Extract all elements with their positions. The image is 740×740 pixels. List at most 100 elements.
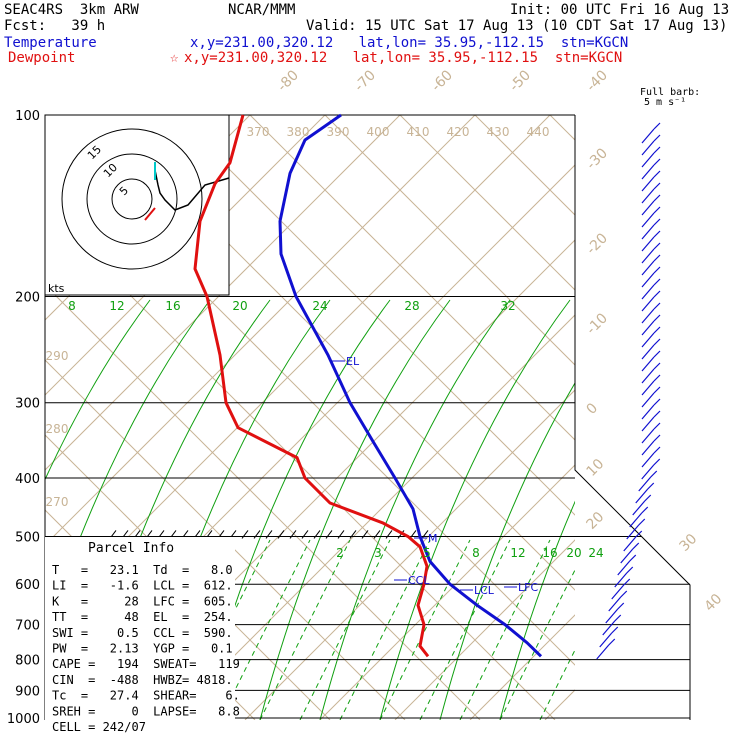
wind-barb bbox=[641, 464, 655, 480]
level-marker-m: M bbox=[428, 532, 438, 545]
dewpoint-location: x,y=231.00,320.12 lat,lon= 35.95,-112.15… bbox=[184, 50, 623, 66]
mixing-ratio-label: 24 bbox=[588, 546, 603, 560]
wind-barb-flag bbox=[653, 338, 661, 346]
wind-barb-flag bbox=[653, 362, 661, 370]
wind-barb bbox=[641, 392, 655, 408]
isotherm-line bbox=[45, 115, 476, 546]
level-marker-lfc: LFC bbox=[518, 581, 538, 594]
pressure-tick-label: 500 bbox=[15, 530, 40, 545]
wind-barb bbox=[641, 224, 655, 240]
wind-barb-flag bbox=[653, 146, 661, 154]
parcel-info-row: T = 23.1 Td = 8.0 bbox=[52, 563, 233, 577]
parcel-panel bbox=[45, 537, 235, 722]
isotherm-label: 40 bbox=[702, 591, 726, 615]
isotherm-label: -10 bbox=[584, 310, 611, 337]
wind-barb bbox=[641, 188, 655, 204]
theta-label: 400 bbox=[367, 125, 390, 139]
dewpoint-legend: Dewpoint bbox=[8, 50, 76, 66]
wind-barb bbox=[641, 296, 655, 312]
wind-barb-flag bbox=[617, 602, 625, 610]
moist-adiabat-line bbox=[439, 382, 575, 720]
pressure-tick-label: 600 bbox=[15, 578, 40, 593]
wind-barb-flag bbox=[653, 206, 661, 214]
mixing-ratio-label: 8 bbox=[68, 299, 76, 313]
mixing-ratio-line bbox=[259, 539, 351, 720]
isotherm-line bbox=[620, 115, 740, 720]
isotherm-line bbox=[695, 115, 740, 720]
isotherm-label: 0 bbox=[584, 400, 602, 418]
dry-adiabat-line bbox=[625, 115, 740, 720]
wind-barb-flag bbox=[632, 542, 640, 550]
center-title: NCAR/MMM bbox=[228, 2, 296, 18]
wind-barb-flag bbox=[623, 578, 631, 586]
isotherm-label: -30 bbox=[584, 145, 611, 172]
wind-barb bbox=[605, 608, 619, 624]
theta-label: 420 bbox=[447, 125, 470, 139]
mixing-ratio-line bbox=[219, 539, 311, 720]
wind-barb bbox=[629, 512, 643, 528]
hatch-mark bbox=[313, 530, 321, 539]
forecast-hour: Fcst: 39 h bbox=[4, 18, 106, 34]
parcel-info-row: PW = 2.13 YGP = 0.1 bbox=[52, 642, 233, 656]
pressure-tick-label: 400 bbox=[15, 472, 40, 487]
dry-adiabat-label: 290 bbox=[46, 349, 69, 363]
mixing-ratio-label: 12 bbox=[510, 546, 525, 560]
wind-barb-flag bbox=[653, 242, 661, 250]
temperature-line bbox=[278, 113, 543, 658]
wind-barb-flag bbox=[608, 638, 616, 646]
theta-label: 410 bbox=[407, 125, 430, 139]
isotherm-label: -60 bbox=[429, 67, 456, 94]
wind-barb-flag bbox=[653, 278, 661, 286]
mixing-ratio-label: 32 bbox=[500, 299, 515, 313]
wind-barb-flag bbox=[653, 158, 661, 166]
pressure-tick-label: 100 bbox=[15, 109, 40, 124]
wind-barb-flag bbox=[620, 590, 628, 598]
wind-barb bbox=[641, 176, 655, 192]
parcel-info-row: Tc = 27.4 SHEAR= 6. bbox=[52, 689, 240, 703]
mixing-ratio-line bbox=[419, 539, 511, 720]
wind-barb-flag bbox=[641, 506, 649, 514]
wind-barb bbox=[623, 536, 637, 552]
level-marker-ccl: CCL bbox=[408, 574, 430, 587]
isotherm-label: 10 bbox=[584, 456, 608, 480]
hodograph-ring bbox=[86, 153, 178, 245]
hatch-mark bbox=[349, 530, 357, 539]
hodograph-ring bbox=[111, 178, 153, 220]
mixing-ratio-line bbox=[299, 539, 391, 720]
wind-barb-flag bbox=[653, 290, 661, 298]
wind-barb bbox=[641, 152, 655, 168]
wind-barb bbox=[617, 560, 631, 576]
wind-barb-flag bbox=[635, 530, 643, 538]
parcel-info-row: CAPE = 194 SWEAT= 119 bbox=[52, 657, 240, 671]
wind-barb bbox=[641, 200, 655, 216]
isotherm-label: 20 bbox=[584, 509, 608, 533]
wind-barb-flag bbox=[653, 434, 661, 442]
wind-barb bbox=[641, 308, 655, 324]
wind-barb bbox=[641, 356, 655, 372]
mixing-ratio-label: 5 bbox=[423, 546, 431, 560]
wind-barb-flag bbox=[653, 314, 661, 322]
wind-barb bbox=[641, 248, 655, 264]
dry-adiabat-line bbox=[45, 284, 481, 720]
pressure-tick-label: 300 bbox=[15, 397, 40, 412]
moist-adiabat-line bbox=[259, 299, 451, 720]
hatch-mark bbox=[325, 530, 333, 539]
dry-adiabat-line bbox=[549, 115, 575, 141]
dry-adiabat-line bbox=[700, 115, 740, 720]
hatch-mark bbox=[421, 530, 429, 539]
wind-barb-flag bbox=[644, 494, 652, 502]
isotherm-line bbox=[469, 614, 575, 720]
wind-barb bbox=[641, 284, 655, 300]
mixing-ratio-label: 2 bbox=[336, 546, 344, 560]
wind-barb bbox=[638, 476, 652, 492]
wind-barb bbox=[599, 632, 613, 648]
wind-barb bbox=[596, 644, 610, 660]
mixing-ratio-label: 16 bbox=[542, 546, 557, 560]
wind-barb-flag bbox=[653, 134, 661, 142]
pressure-tick-label: 900 bbox=[15, 684, 40, 699]
pressure-tick-label: 200 bbox=[15, 291, 40, 306]
parcel-info-row: SWI = 0.5 CCL = 590. bbox=[52, 626, 233, 640]
pressure-tick-label: 700 bbox=[15, 619, 40, 634]
wind-barb-flag bbox=[653, 182, 661, 190]
parcel-info-title: Parcel Info bbox=[88, 541, 174, 556]
